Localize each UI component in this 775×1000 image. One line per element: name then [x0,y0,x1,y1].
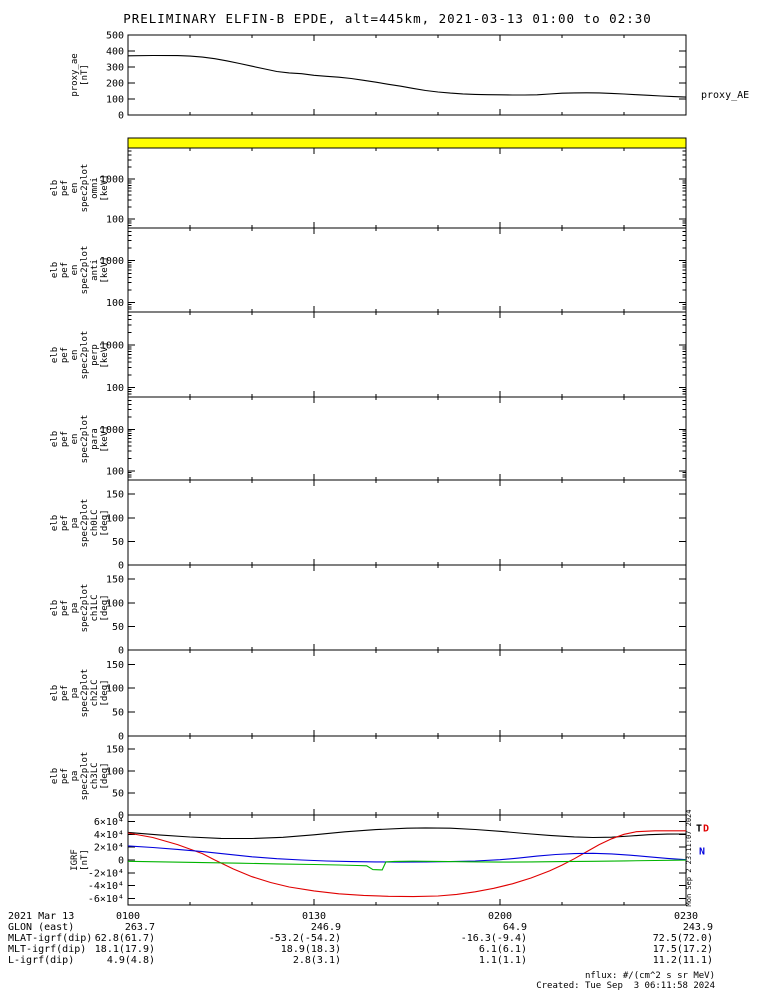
time-axis-label: 0230 [673,911,699,922]
tick-label: 150 [106,490,124,501]
series-D [127,830,686,898]
footer-cell: 18.1(17.9) [94,944,155,955]
tick-label: 4×10⁴ [94,830,124,841]
panel-pa_spec2plot_ch0LC [127,479,687,566]
footer-row-label: MLT-igrf(dip) [8,944,87,955]
series-N [127,845,687,863]
tick-label: 150 [106,745,124,756]
footer-cell: 246.9 [310,922,341,933]
y-axis-label-en_spec2plot_perp: elb pef en spec2plot perp [keV] [50,330,110,379]
footer-cell: 4.9(4.8) [106,955,155,966]
footer-cell: 72.5(72.0) [652,933,713,944]
tick-label: 100 [106,513,124,524]
footer-cell: 6.1(6.1) [478,944,527,955]
side-timestamp: Mon Sep 2 23:11:07 2024 [685,809,693,907]
tick-label: 1000 [100,175,124,186]
panel-en_spec2plot_para [127,396,687,481]
tick-label: 1000 [100,341,124,352]
tick-label: 50 [112,708,124,719]
footer-row-label: 2021 Mar 13 [8,911,75,922]
tick-label: 100 [106,767,124,778]
time-axis-label: 0130 [301,911,327,922]
tick-label: 1000 [100,425,124,436]
tick-label: -2×10⁴ [88,868,124,879]
tick-label: 200 [106,79,124,90]
panel-proxy_ae [127,34,687,116]
y-axis-label-pa_spec2plot_ch3LC: elb pef pa spec2plot ch3LC [deg] [50,751,110,800]
y-axis-label-pa_spec2plot_ch0LC: elb pef pa spec2plot ch0LC [deg] [50,498,110,547]
tick-label: 150 [106,660,124,671]
tick-label: 100 [106,684,124,695]
footer-cell: 11.2(11.1) [652,955,713,966]
series-end-letter-D: D [703,823,709,834]
footer-cell: 243.9 [682,922,713,933]
y-axis-label-pa_spec2plot_ch1LC: elb pef pa spec2plot ch1LC [deg] [50,583,110,632]
footer-cell: 17.5(17.2) [652,944,713,955]
panel-en_spec2plot_anti [127,227,687,313]
panel-availability_strip [127,137,687,149]
tick-label: 150 [106,575,124,586]
tick-label: 0 [118,732,124,743]
footer-cell: -53.2(-54.2) [268,933,341,944]
time-axis-label: 0200 [487,911,513,922]
created-timestamp: Created: Tue Sep 3 06:11:58 2024 [536,981,715,991]
plot-title: PRELIMINARY ELFIN-B EPDE, alt=445km, 202… [123,11,652,26]
tick-label: 400 [106,47,124,58]
footer-row-label: GLON (east) [8,922,75,933]
tick-label: 0 [118,811,124,822]
y-axis-label-proxy_ae: proxy_ae [nT] [70,53,90,97]
y-axis-label-igrf: IGRF [nT] [70,849,90,871]
footer-cell: 62.8(61.7) [94,933,155,944]
tick-label: 0 [118,646,124,657]
panel-en_spec2plot_perp [127,311,687,398]
tick-label: 50 [112,537,124,548]
footer-row-label: MLAT-igrf(dip) [8,933,93,944]
tick-label: 50 [112,789,124,800]
panel-pa_spec2plot_ch2LC [127,649,687,737]
proxy-ae-right-label: proxy_AE [701,90,750,101]
footer-row-label: L-igrf(dip) [8,955,75,966]
tick-label: -6×10⁴ [88,894,124,905]
tick-label: 6×10⁴ [94,817,124,828]
tick-label: 500 [106,31,124,42]
footer-cell: 263.7 [124,922,155,933]
tick-label: 2×10⁴ [94,843,124,854]
series-proxy_AE [127,54,687,98]
panel-en_spec2plot_omni [127,147,687,229]
panel-pa_spec2plot_ch3LC [127,735,687,816]
series-E [127,859,687,871]
tick-label: 0 [118,561,124,572]
tick-label: 100 [106,215,124,226]
footer-cell: 2.8(3.1) [292,955,341,966]
tick-label: 0 [118,856,124,867]
tick-label: 1000 [100,256,124,267]
panel-pa_spec2plot_ch1LC [127,564,687,651]
tick-label: 300 [106,63,124,74]
tick-label: 100 [106,383,124,394]
y-axis-label-pa_spec2plot_ch2LC: elb pef pa spec2plot ch2LC [deg] [50,668,110,718]
tick-label: 50 [112,622,124,633]
footer-cell: 18.9(18.3) [280,944,341,955]
tick-label: 100 [106,95,124,106]
footer-cell: 1.1(1.1) [478,955,527,966]
tick-label: 100 [106,298,124,309]
series-T [127,827,687,840]
series-end-letter-T: T [696,823,702,834]
series-end-letter-N: N [699,847,705,858]
y-axis-label-en_spec2plot_omni: elb pef en spec2plot omni [keV] [50,163,110,213]
y-axis-label-en_spec2plot_anti: elb pef en spec2plot anti [keV] [50,245,110,295]
time-axis-label: 0100 [115,911,141,922]
tick-label: 100 [106,466,124,477]
tick-label: -4×10⁴ [88,881,124,892]
y-axis-label-en_spec2plot_para: elb pef en spec2plot para [keV] [50,414,110,463]
footer-cell: 64.9 [502,922,527,933]
nflux-units-note: nflux: #/(cm^2 s sr MeV) [584,971,715,981]
tick-label: 0 [118,111,124,122]
footer-cell: -16.3(-9.4) [460,933,527,944]
tick-label: 100 [106,598,124,609]
